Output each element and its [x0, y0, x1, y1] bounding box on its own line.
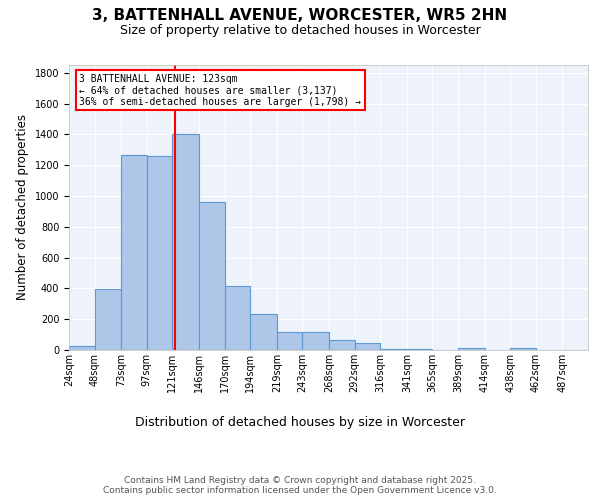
Bar: [121, 155, 147, 350]
Bar: [380, 349, 407, 350]
Bar: [172, 134, 199, 350]
Bar: [95, 289, 121, 350]
Bar: [407, 349, 433, 350]
Bar: [355, 343, 380, 350]
Text: Distribution of detached houses by size in Worcester: Distribution of detached houses by size …: [135, 416, 465, 429]
Bar: [250, 314, 277, 350]
Bar: [147, 156, 172, 350]
Text: 3 BATTENHALL AVENUE: 123sqm
← 64% of detached houses are smaller (3,137)
36% of : 3 BATTENHALL AVENUE: 123sqm ← 64% of det…: [79, 74, 361, 107]
Bar: [199, 202, 224, 350]
Y-axis label: Number of detached properties: Number of detached properties: [16, 114, 29, 300]
Text: 3, BATTENHALL AVENUE, WORCESTER, WR5 2HN: 3, BATTENHALL AVENUE, WORCESTER, WR5 2HN: [92, 8, 508, 22]
Text: Contains HM Land Registry data © Crown copyright and database right 2025.
Contai: Contains HM Land Registry data © Crown c…: [103, 476, 497, 495]
Bar: [224, 286, 250, 350]
Text: Size of property relative to detached houses in Worcester: Size of property relative to detached ho…: [119, 24, 481, 37]
Bar: [69, 346, 95, 350]
Bar: [302, 332, 329, 350]
Bar: [510, 348, 536, 350]
Bar: [458, 348, 485, 350]
Bar: [329, 340, 355, 350]
Bar: [277, 332, 302, 350]
